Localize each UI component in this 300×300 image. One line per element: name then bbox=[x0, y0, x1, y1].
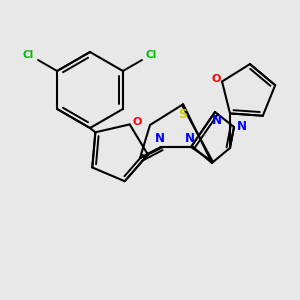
Text: N: N bbox=[155, 133, 165, 146]
Text: N: N bbox=[212, 113, 222, 127]
Text: O: O bbox=[132, 117, 141, 128]
Text: Cl: Cl bbox=[23, 50, 34, 59]
Text: N: N bbox=[237, 121, 247, 134]
Text: Cl: Cl bbox=[146, 50, 157, 59]
Text: S: S bbox=[178, 107, 188, 121]
Text: N: N bbox=[185, 133, 195, 146]
Text: O: O bbox=[212, 74, 221, 83]
